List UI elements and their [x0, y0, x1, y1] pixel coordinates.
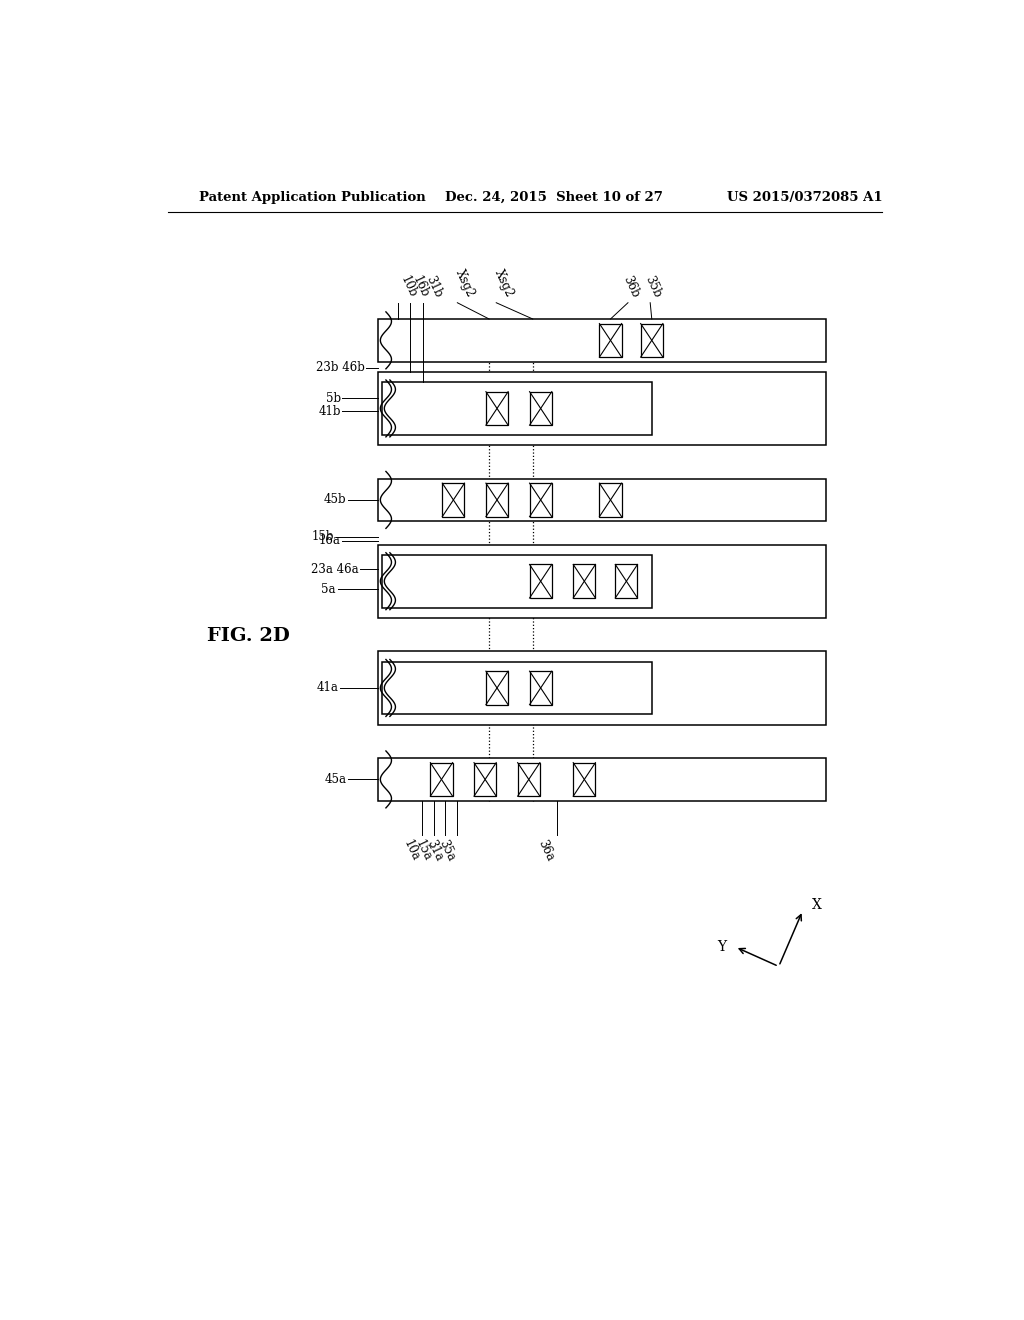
- Text: 45a: 45a: [325, 774, 346, 785]
- Bar: [529, 483, 552, 516]
- Bar: [573, 565, 595, 598]
- Bar: [442, 483, 465, 516]
- Bar: [615, 565, 638, 598]
- Text: Xsg2: Xsg2: [454, 268, 477, 300]
- Bar: [486, 392, 508, 425]
- Text: 23b 46b: 23b 46b: [315, 362, 365, 375]
- Bar: [529, 565, 552, 598]
- Bar: [486, 671, 508, 705]
- Text: US 2015/0372085 A1: US 2015/0372085 A1: [727, 190, 883, 203]
- Text: 16a: 16a: [318, 535, 341, 546]
- Text: 23a 46a: 23a 46a: [310, 562, 358, 576]
- Bar: [382, 381, 652, 434]
- Text: Y: Y: [718, 940, 727, 954]
- Text: 41a: 41a: [316, 681, 338, 694]
- Text: 36a: 36a: [536, 837, 557, 863]
- Text: 5b: 5b: [326, 392, 341, 405]
- Text: 41b: 41b: [318, 405, 341, 418]
- Bar: [378, 651, 826, 725]
- Bar: [486, 483, 508, 516]
- Bar: [378, 372, 826, 445]
- Text: 35b: 35b: [642, 273, 664, 300]
- Bar: [378, 758, 826, 801]
- Text: 45b: 45b: [324, 494, 346, 507]
- Bar: [382, 661, 652, 714]
- Text: 10b: 10b: [397, 273, 419, 300]
- Bar: [378, 545, 826, 618]
- Bar: [430, 763, 453, 796]
- Bar: [599, 323, 622, 358]
- Bar: [382, 554, 652, 607]
- Bar: [378, 319, 826, 362]
- Bar: [599, 483, 622, 516]
- Text: 16b: 16b: [410, 273, 431, 300]
- Text: 5a: 5a: [322, 583, 336, 595]
- Text: FIG. 2D: FIG. 2D: [207, 627, 290, 645]
- Text: 15b: 15b: [312, 531, 334, 543]
- Text: Patent Application Publication: Patent Application Publication: [200, 190, 426, 203]
- Text: 10a: 10a: [400, 837, 422, 863]
- Text: 31a: 31a: [424, 837, 445, 863]
- Bar: [378, 479, 826, 521]
- Text: 31b: 31b: [423, 273, 444, 300]
- Text: Dec. 24, 2015  Sheet 10 of 27: Dec. 24, 2015 Sheet 10 of 27: [445, 190, 664, 203]
- Bar: [529, 671, 552, 705]
- Text: 35a: 35a: [436, 837, 458, 863]
- Text: X: X: [812, 899, 822, 912]
- Text: Xsg2: Xsg2: [492, 268, 516, 300]
- Bar: [529, 392, 552, 425]
- Bar: [474, 763, 497, 796]
- Text: 36b: 36b: [620, 273, 641, 300]
- Bar: [518, 763, 540, 796]
- Text: 15a: 15a: [413, 837, 433, 863]
- Bar: [641, 323, 663, 358]
- Bar: [573, 763, 595, 796]
